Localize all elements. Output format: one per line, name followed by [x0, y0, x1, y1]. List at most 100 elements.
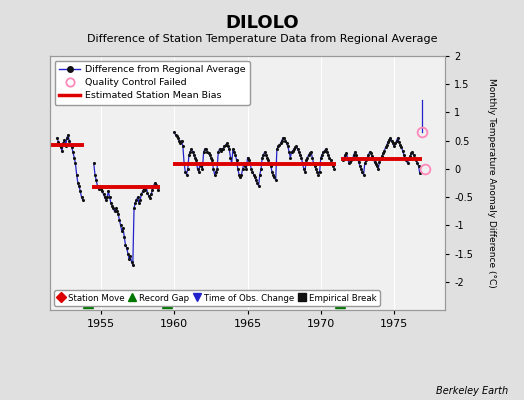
Point: [230, 149, 238, 155]
Point: [287, 149, 296, 155]
Point: [269, 171, 277, 178]
Point: [119, 225, 127, 231]
Point: [392, 138, 401, 144]
Text: DILOLO: DILOLO: [225, 14, 299, 32]
Point: [150, 180, 159, 186]
Point: [121, 242, 129, 248]
Point: [408, 149, 417, 155]
Point: [347, 157, 356, 164]
Point: [249, 171, 258, 178]
Point: [302, 157, 310, 164]
Point: [234, 166, 242, 172]
Point: [320, 148, 329, 154]
Point: [74, 180, 82, 186]
Point: [313, 168, 321, 175]
Point: [60, 136, 69, 143]
Point: [402, 157, 410, 164]
Point: [171, 132, 180, 138]
Point: [411, 154, 419, 161]
Point: [339, 157, 347, 164]
Point: [220, 143, 228, 150]
Point: [207, 154, 215, 161]
Point: [231, 152, 239, 158]
Point: [305, 150, 314, 156]
Point: [364, 152, 373, 158]
Point: [123, 245, 131, 251]
Point: [58, 148, 66, 154]
Point: [346, 159, 354, 165]
Point: [96, 183, 104, 189]
Point: [413, 160, 421, 166]
Point: [53, 135, 61, 141]
Point: [352, 152, 361, 158]
Point: [180, 160, 188, 166]
Point: [303, 154, 312, 161]
Point: [108, 202, 116, 209]
Point: [412, 157, 420, 164]
Point: [271, 177, 280, 183]
Point: [289, 148, 297, 154]
Point: [356, 163, 364, 169]
Point: [322, 146, 330, 152]
Point: [78, 194, 86, 200]
Point: [90, 160, 98, 166]
Point: [358, 168, 367, 175]
Point: [67, 142, 75, 148]
Point: [137, 191, 146, 198]
Point: [351, 149, 359, 155]
Point: [265, 160, 274, 166]
Point: [120, 234, 128, 240]
Point: [316, 154, 325, 161]
Point: [63, 135, 71, 141]
Point: [416, 170, 424, 177]
Point: [235, 171, 243, 178]
Point: [246, 160, 254, 166]
Point: [244, 154, 252, 161]
Point: [291, 144, 299, 151]
Point: [386, 135, 395, 141]
Point: [79, 197, 87, 203]
Point: [149, 183, 158, 189]
Point: [367, 150, 375, 156]
Point: [117, 228, 126, 234]
Point: [296, 152, 304, 158]
Point: [208, 157, 216, 164]
Point: [350, 152, 358, 158]
Point: [57, 144, 65, 151]
Point: [328, 160, 336, 166]
Point: [396, 142, 405, 148]
Point: [272, 146, 281, 152]
Point: [179, 143, 187, 150]
Point: [212, 168, 220, 175]
Point: [238, 166, 247, 172]
Point: [54, 138, 62, 145]
Point: [312, 166, 320, 172]
Point: [397, 144, 406, 151]
Point: [309, 160, 318, 166]
Point: [153, 184, 161, 190]
Point: [101, 194, 109, 200]
Point: [387, 138, 396, 144]
Point: [92, 177, 101, 183]
Point: [348, 156, 357, 162]
Point: [182, 171, 191, 178]
Point: [61, 143, 70, 150]
Point: [341, 152, 350, 158]
Point: [205, 152, 214, 158]
Point: [298, 160, 307, 166]
Point: [241, 163, 249, 169]
Point: [222, 142, 230, 148]
Point: [103, 194, 112, 200]
Point: [191, 154, 199, 161]
Point: [362, 157, 370, 164]
Point: [126, 253, 135, 260]
Point: [254, 183, 263, 189]
Point: [113, 208, 121, 214]
Point: [211, 171, 219, 178]
Point: [323, 149, 331, 155]
Point: [406, 153, 414, 160]
Point: [274, 143, 282, 150]
Point: [148, 187, 157, 194]
Point: [56, 142, 64, 148]
Point: [368, 153, 376, 160]
